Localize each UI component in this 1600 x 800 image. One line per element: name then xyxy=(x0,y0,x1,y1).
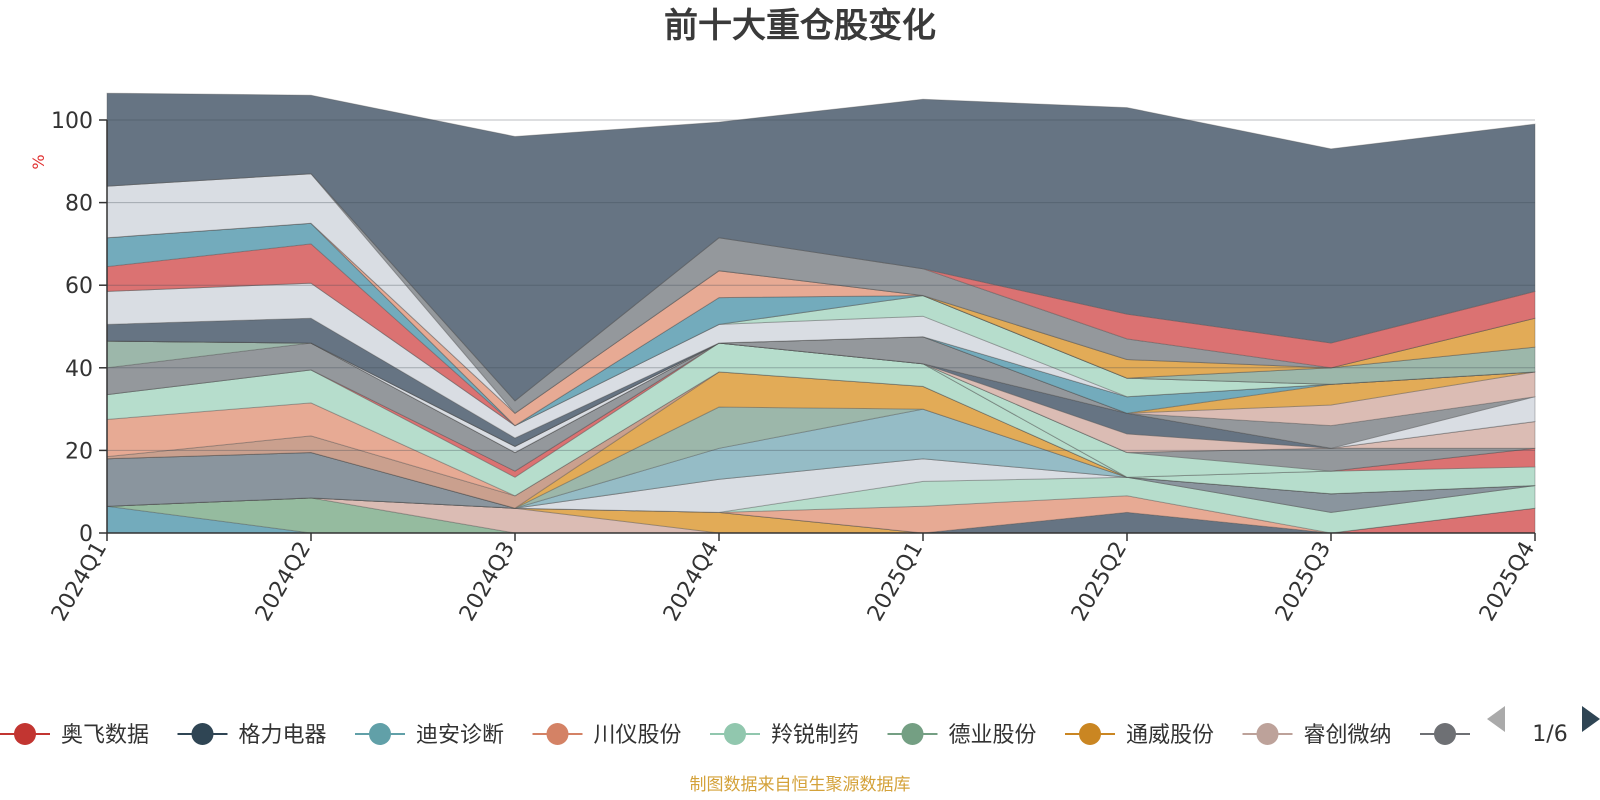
legend-item[interactable]: 睿创微纳 xyxy=(1242,723,1392,748)
x-tick-label: 2024Q1 xyxy=(47,538,112,626)
y-tick-label: 20 xyxy=(65,439,93,464)
legend-item[interactable]: 迪安诊断 xyxy=(355,723,504,748)
legend-prev-arrow-icon[interactable] xyxy=(1487,706,1505,732)
legend-marker-icon xyxy=(191,723,214,745)
legend-next-arrow-icon[interactable] xyxy=(1582,706,1600,732)
legend-label: 德业股份 xyxy=(949,723,1037,748)
legend-label: 通威股份 xyxy=(1126,723,1214,748)
legend-marker-icon xyxy=(1434,723,1456,745)
legend-marker-icon xyxy=(724,723,746,745)
y-tick-label: 0 xyxy=(79,522,93,547)
legend-marker-icon xyxy=(546,723,569,745)
x-tick-label: 2025Q4 xyxy=(1475,538,1540,626)
legend-item[interactable]: 德业股份 xyxy=(887,723,1037,748)
source-note: 制图数据来自恒生聚源数据库 xyxy=(690,775,911,795)
legend-page-indicator: 1/6 xyxy=(1532,722,1567,747)
y-tick-label: 100 xyxy=(51,109,93,134)
legend-label: 格力电器 xyxy=(239,723,327,748)
x-tick-label: 2024Q4 xyxy=(659,538,724,626)
y-axis-unit: % xyxy=(29,154,48,169)
legend-marker-icon xyxy=(14,723,36,745)
legend-marker-icon xyxy=(369,723,391,745)
legend-marker-icon xyxy=(901,723,924,745)
legend-marker-icon xyxy=(1256,723,1279,745)
x-tick-label: 2025Q3 xyxy=(1271,538,1336,626)
x-tick-label: 2024Q3 xyxy=(455,538,520,626)
y-tick-label: 80 xyxy=(65,192,93,217)
y-tick-label: 60 xyxy=(65,274,93,299)
legend-label: 迪安诊断 xyxy=(416,723,504,748)
legend: 奥飞数据 格力电器 迪安诊断 川仪股份 羚锐制药 德业股份 通威股份 睿创微纳 xyxy=(0,723,1470,748)
legend-label: 奥飞数据 xyxy=(61,723,149,748)
legend-label: 羚锐制药 xyxy=(771,723,859,748)
chart-title: 前十大重仓股变化 xyxy=(664,6,936,46)
y-tick-label: 40 xyxy=(65,357,93,382)
x-tick-label: 2024Q2 xyxy=(251,538,316,626)
area-series-group xyxy=(106,92,1536,534)
x-tick-label: 2025Q1 xyxy=(863,538,928,626)
legend-item[interactable] xyxy=(1420,723,1470,745)
legend-items: 奥飞数据 格力电器 迪安诊断 川仪股份 羚锐制药 德业股份 通威股份 睿创微纳 xyxy=(0,723,1470,748)
legend-item[interactable]: 通威股份 xyxy=(1065,723,1214,748)
x-tick-label: 2025Q2 xyxy=(1067,538,1132,626)
legend-marker-icon xyxy=(1079,723,1101,745)
grid-lines xyxy=(107,119,1535,451)
legend-label: 睿创微纳 xyxy=(1304,723,1392,748)
legend-pager: 1/6 xyxy=(1487,706,1600,747)
area-series-37 xyxy=(106,173,1536,402)
legend-item[interactable]: 格力电器 xyxy=(177,723,327,748)
legend-item[interactable]: 羚锐制药 xyxy=(710,723,859,748)
area-series-38 xyxy=(106,92,1536,402)
legend-label: 川仪股份 xyxy=(594,723,682,748)
legend-item[interactable]: 川仪股份 xyxy=(532,723,682,748)
legend-item[interactable]: 奥飞数据 xyxy=(0,723,149,748)
